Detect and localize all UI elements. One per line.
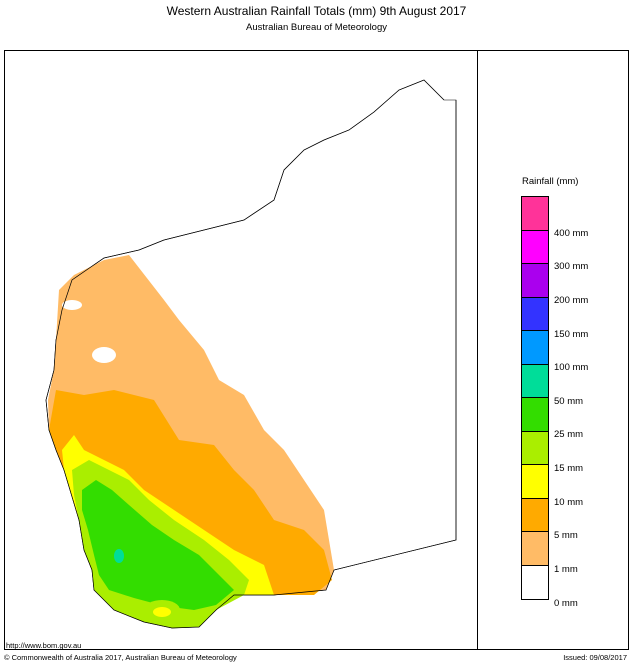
legend-swatch-100 — [522, 331, 548, 365]
rain-10mm-pocket-south — [153, 607, 171, 617]
legend-swatch-25 — [522, 398, 548, 432]
bom-url-link[interactable]: http://www.bom.gov.au — [6, 641, 82, 650]
legend-label-0: 0 mm — [554, 598, 578, 609]
legend-swatch-150 — [522, 297, 548, 331]
rain-1mm-pocket-west — [62, 300, 82, 310]
legend-swatch-0 — [522, 565, 548, 599]
map-subtitle: Australian Bureau of Meteorology — [246, 22, 387, 33]
legend-label-50: 50 mm — [554, 396, 584, 407]
rain-50mm-pocket — [114, 549, 124, 563]
legend-label-100: 100 mm — [554, 362, 589, 373]
rain-25mm-area — [82, 480, 234, 610]
legend-swatch-300 — [522, 230, 548, 264]
legend-swatch-400 — [522, 197, 548, 231]
map-frame — [4, 50, 629, 650]
map-title: Western Australian Rainfall Totals (mm) … — [166, 4, 467, 18]
legend-label-150: 150 mm — [554, 329, 589, 340]
rainfall-map — [45, 79, 457, 629]
legend-swatch-200 — [522, 264, 548, 298]
legend-swatch-5 — [522, 498, 548, 532]
legend-swatch-50 — [522, 364, 548, 398]
coastline — [45, 79, 457, 629]
legend-swatch-15 — [522, 431, 548, 465]
legend-label-15: 15 mm — [554, 463, 584, 474]
copyright-text: © Commonwealth of Australia 2017, Austra… — [4, 653, 237, 662]
legend-label-5: 5 mm — [554, 530, 578, 541]
legend-label-25: 25 mm — [554, 429, 584, 440]
rain-1mm-pocket-north — [92, 347, 116, 363]
legend-swatch-10 — [522, 465, 548, 499]
legend-label-10: 10 mm — [554, 497, 584, 508]
legend-divider — [477, 50, 478, 650]
legend-label-300: 300 mm — [554, 261, 589, 272]
legend-label-400: 400 mm — [554, 228, 589, 239]
legend-color-bar — [521, 196, 549, 600]
legend-title: Rainfall (mm) — [522, 176, 579, 187]
issued-date: Issued: 09/08/2017 — [563, 653, 627, 662]
legend-label-200: 200 mm — [554, 295, 589, 306]
legend-label-1: 1 mm — [554, 564, 578, 575]
legend-swatch-1 — [522, 532, 548, 566]
